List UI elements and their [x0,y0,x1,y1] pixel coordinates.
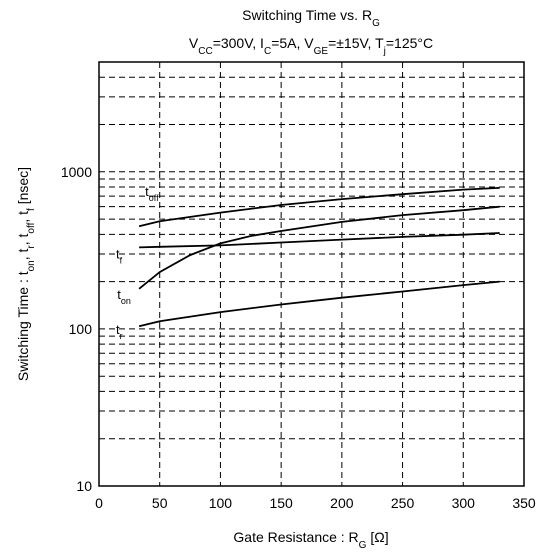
x-tick-label: 100 [209,495,233,511]
grid [99,62,524,486]
x-tick-label: 0 [95,495,103,511]
curve-labels: toff tf ton tr [116,184,159,341]
y-tick-label: 100 [69,321,93,337]
x-tick-label: 50 [152,495,168,511]
x-tick-label: 300 [452,495,476,511]
series-line-toff [138,187,500,228]
series-lines [138,187,500,328]
x-tick-label: 200 [330,495,354,511]
series-line-ton [138,280,500,328]
series-line-tr [138,205,500,290]
x-tick-label: 150 [269,495,293,511]
curve-label-ton: ton [117,287,131,306]
chart-title: Switching Time vs. RG [242,7,380,29]
curve-label-tr: tr [116,322,123,341]
y-axis-label: Switching Time : ton, tr, toff, tf [nsec… [15,167,37,381]
axis-ticks: 0 50 100 150 200 250 300 350 10 100 1000 [61,164,536,511]
x-tick-label: 350 [512,495,536,511]
x-axis-label: Gate Resistance : RG [Ω] [233,529,388,551]
plot-frame [98,61,525,487]
curve-label-tf: tf [116,247,123,266]
series-line-tf [139,232,500,249]
x-tick-label: 250 [391,495,415,511]
curve-label-toff: toff [145,184,159,203]
chart-subtitle: VCC=300V, IC=5A, VGE=±15V, Tj=125°C [189,35,433,57]
y-tick-label: 1000 [61,164,92,180]
y-tick-label: 10 [76,478,92,494]
